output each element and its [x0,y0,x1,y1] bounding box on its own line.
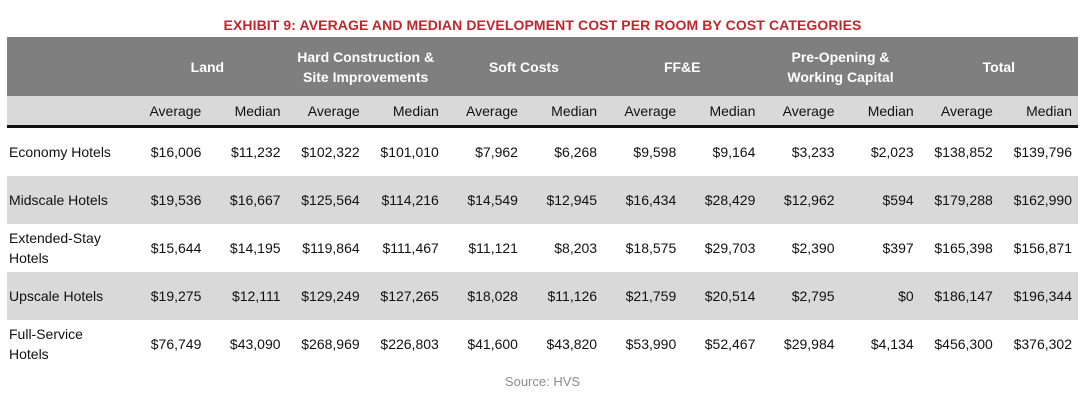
subheader-average: Average [761,96,841,128]
subheader-row: Average Median Average Median Average Me… [7,96,1078,128]
table-cell: $9,598 [633,144,677,160]
category-header-hard-construction: Hard Construction & Site Improvements [286,37,445,96]
subheader-median: Median [998,96,1078,128]
subheader-median: Median [840,96,920,128]
table-cell: $29,703 [704,240,756,256]
subheader-median: Median [523,96,604,128]
table-cell: $16,434 [603,176,683,224]
table-cell: $226,803 [380,336,439,352]
table-cell: $186,147 [919,272,999,320]
table-cell: $397 [882,240,914,256]
table-cell: $8,203 [554,240,598,256]
table-row: Upscale Hotels $19,275 $12,111 $129,249 … [7,272,1078,320]
table-row: Extended-Stay Hotels $15,644 $14,195 $11… [7,224,1078,272]
table-row: Economy Hotels $16,006 $11,232 $102,322 … [7,127,1078,177]
table-body: Economy Hotels $16,006 $11,232 $102,322 … [7,127,1078,369]
table-cell: $41,600 [467,336,518,352]
table-cell: $594 [840,176,920,224]
table-cell: $9,164 [712,144,756,160]
table-cell: $11,126 [523,272,604,320]
table-cell: $156,871 [1013,240,1072,256]
table-cell: $20,514 [682,272,762,320]
subheader-average: Average [444,96,524,128]
table-cell: $7,962 [475,144,518,160]
table-cell: $376,302 [1013,336,1072,352]
table-cell: $111,467 [382,240,439,256]
table-cell: $11,232 [230,144,281,160]
table-cell: $127,265 [365,272,445,320]
subheader-median: Median [207,96,287,128]
table-cell: $268,969 [301,336,360,352]
table-cell: $125,564 [286,176,366,224]
table-cell: $6,268 [554,144,598,160]
table-cell: $53,990 [625,336,677,352]
table-cell: $16,667 [207,176,287,224]
table-cell: $12,962 [761,176,841,224]
table-cell: $101,010 [380,144,439,160]
subheader-median: Median [682,96,762,128]
table-cell: $179,288 [919,176,999,224]
source-note: Source: HVS [504,374,581,389]
table-cell: $19,275 [128,272,208,320]
table-row: Midscale Hotels $19,536 $16,667 $125,564… [7,176,1078,224]
table-cell: $2,023 [870,144,914,160]
table-cell: $11,121 [468,240,518,256]
subheader-median: Median [365,96,445,128]
table-cell: $165,398 [934,240,993,256]
table-cell: $15,644 [150,240,202,256]
table-cell: $3,233 [791,144,835,160]
table-cell: $12,111 [207,272,287,320]
table-cell: $4,134 [870,336,914,352]
category-header-total: Total [919,37,1078,96]
subheader-average: Average [286,96,366,128]
table-cell: $18,575 [625,240,677,256]
table-cell: $2,795 [761,272,841,320]
table-cell: $129,249 [286,272,366,320]
table-cell: $456,300 [934,336,993,352]
table-cell: $28,429 [682,176,762,224]
table-row: Full-Service Hotels $76,749 $43,090 $268… [7,320,1078,368]
table-cell: $76,749 [150,336,202,352]
table-cell: $14,195 [229,240,281,256]
row-label: Midscale Hotels [7,176,129,224]
category-header-soft-costs: Soft Costs [444,37,604,96]
row-label: Upscale Hotels [7,272,129,320]
category-header-pre-opening: Pre-Opening & Working Capital [761,37,920,96]
table-cell: $162,990 [998,176,1078,224]
table-cell: $29,984 [783,336,835,352]
category-header-row: Land Hard Construction & Site Improvemen… [7,37,1078,96]
table-cell: $0 [840,272,920,320]
row-label: Extended-Stay Hotels [9,230,101,266]
subheader-average: Average [919,96,999,128]
table-cell: $119,864 [302,240,360,256]
table-cell: $19,536 [128,176,208,224]
table-cell: $12,945 [523,176,604,224]
table-cell: $114,216 [365,176,445,224]
table-cell: $52,467 [704,336,756,352]
table-cell: $196,344 [998,272,1078,320]
table-cell: $43,090 [229,336,281,352]
subheader-corner [7,96,129,128]
table-cell: $43,820 [546,336,598,352]
subheader-average: Average [603,96,683,128]
table-cell: $2,390 [791,240,835,256]
category-header-ffe: FF&E [603,37,762,96]
table-cell: $18,028 [444,272,524,320]
category-header-land: Land [128,37,287,96]
table-cell: $102,322 [301,144,360,160]
table-cell: $21,759 [603,272,683,320]
table-cell: $16,006 [150,144,202,160]
row-label: Economy Hotels [9,144,111,160]
header-corner [7,37,129,96]
table-cell: $14,549 [444,176,524,224]
row-label: Full-Service Hotels [9,326,83,362]
table-cell: $138,852 [934,144,993,160]
table-cell: $139,796 [1013,144,1072,160]
subheader-average: Average [128,96,208,128]
exhibit-title: EXHIBIT 9: AVERAGE AND MEDIAN DEVELOPMEN… [223,17,862,33]
development-cost-table: Land Hard Construction & Site Improvemen… [7,37,1078,368]
